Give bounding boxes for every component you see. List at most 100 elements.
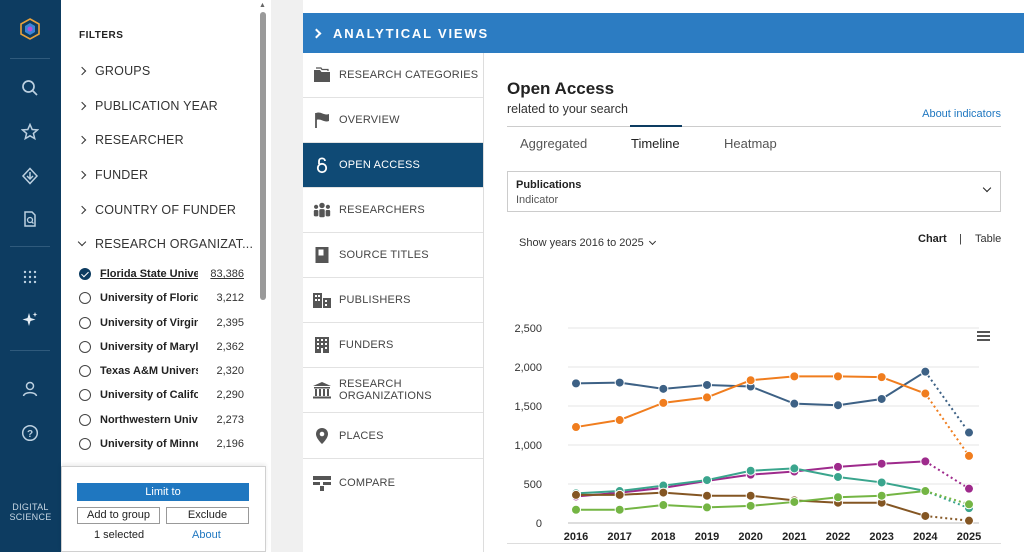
- limit-to-button[interactable]: Limit to: [77, 483, 249, 501]
- org-row[interactable]: University of Virginia 2,395: [79, 313, 244, 333]
- view-source-titles[interactable]: SOURCE TITLES: [303, 233, 483, 278]
- brand-line-2: SCIENCE: [9, 512, 52, 522]
- years-label: Show years 2016 to 2025: [519, 237, 644, 249]
- facet-label: RESEARCH ORGANIZAT...: [95, 237, 254, 251]
- logo-icon[interactable]: [15, 14, 45, 44]
- checked-radio-icon[interactable]: [79, 268, 91, 280]
- facet-research-organization[interactable]: RESEARCH ORGANIZAT...: [77, 237, 254, 251]
- org-row[interactable]: University of Florida 3,212: [79, 288, 244, 308]
- compare-icon: [312, 473, 332, 493]
- search-icon[interactable]: [15, 73, 45, 103]
- radio-icon[interactable]: [79, 341, 91, 353]
- help-icon[interactable]: ?: [15, 418, 45, 448]
- export-icon[interactable]: [15, 161, 45, 191]
- radio-icon[interactable]: [79, 414, 91, 426]
- view-research-organizations[interactable]: RESEARCH ORGANIZATIONS: [303, 368, 483, 413]
- data-point: [745, 500, 756, 511]
- user-icon[interactable]: [15, 374, 45, 404]
- view-overview[interactable]: OVERVIEW: [303, 98, 483, 143]
- series-projection-line: [924, 392, 970, 457]
- view-compare[interactable]: COMPARE: [303, 460, 483, 505]
- chevron-down-icon: [982, 183, 992, 193]
- org-row[interactable]: Texas A&M University 2,320: [79, 361, 244, 381]
- facet-funder[interactable]: FUNDER: [77, 168, 148, 182]
- x-tick-label: 2025: [957, 531, 981, 543]
- scroll-up-arrow-icon[interactable]: ▲: [259, 2, 266, 9]
- org-name: University of Minnesota: [100, 438, 198, 450]
- view-funders[interactable]: FUNDERS: [303, 323, 483, 368]
- data-point: [658, 383, 669, 394]
- view-label-line-1: RESEARCH: [339, 378, 402, 390]
- data-point: [876, 393, 887, 404]
- radio-icon[interactable]: [79, 317, 91, 329]
- data-point: [614, 489, 625, 500]
- chart-view-toggle[interactable]: Chart: [918, 233, 947, 245]
- org-row[interactable]: University of Maryland 2,362: [79, 337, 244, 357]
- view-research-categories[interactable]: RESEARCH CATEGORIES: [303, 53, 483, 98]
- brand-line-1: DIGITAL: [12, 502, 49, 512]
- grid-icon[interactable]: [15, 262, 45, 292]
- chevron-right-icon: [77, 205, 87, 215]
- data-point: [833, 461, 843, 472]
- radio-icon[interactable]: [79, 365, 91, 377]
- sparkle-icon[interactable]: [15, 305, 45, 335]
- chevron-right-icon: [311, 28, 322, 38]
- facet-country-of-funder[interactable]: COUNTRY OF FUNDER: [77, 203, 236, 217]
- tab-timeline[interactable]: Timeline: [631, 136, 680, 151]
- folder-icon: [312, 65, 332, 85]
- tabs-divider: [507, 126, 1001, 127]
- book-icon: [312, 245, 332, 265]
- view-label: RESEARCH ORGANIZATIONS: [339, 378, 432, 402]
- x-tick-label: 2016: [564, 531, 588, 543]
- org-name: University of Virginia: [100, 317, 198, 329]
- svg-text:?: ?: [27, 429, 33, 440]
- data-point: [702, 490, 712, 501]
- view-places[interactable]: PLACES: [303, 414, 483, 459]
- view-researchers[interactable]: RESEARCHERS: [303, 188, 483, 233]
- facet-publication-year[interactable]: PUBLICATION YEAR: [77, 99, 218, 113]
- analytical-views-list: RESEARCH CATEGORIES OVERVIEW OPEN ACCESS…: [303, 53, 484, 552]
- chevron-right-icon: [77, 66, 87, 76]
- facet-label: RESEARCHER: [95, 133, 184, 147]
- data-point: [614, 415, 625, 426]
- data-point: [876, 490, 887, 501]
- facet-researcher[interactable]: RESEARCHER: [77, 133, 184, 147]
- table-view-toggle[interactable]: Table: [975, 233, 1002, 245]
- data-point: [702, 475, 712, 486]
- years-dropdown[interactable]: Show years 2016 to 2025: [519, 237, 656, 249]
- radio-icon[interactable]: [79, 389, 91, 401]
- building-icon: [312, 335, 332, 355]
- view-label: RESEARCH CATEGORIES: [339, 69, 479, 81]
- view-label: OPEN ACCESS: [339, 159, 421, 171]
- data-point: [920, 366, 931, 377]
- org-name: University of Maryland: [100, 341, 198, 353]
- filters-scrollbar[interactable]: [260, 12, 266, 300]
- radio-icon[interactable]: [79, 292, 91, 304]
- data-point: [920, 388, 931, 399]
- exclude-button[interactable]: Exclude: [166, 507, 249, 524]
- org-row[interactable]: University of California 2,290: [79, 385, 244, 405]
- org-row[interactable]: Northwestern University 2,273: [79, 410, 244, 430]
- about-link[interactable]: About: [192, 529, 221, 541]
- org-name: University of Florida: [100, 292, 198, 304]
- view-open-access[interactable]: OPEN ACCESS: [303, 143, 483, 188]
- star-icon[interactable]: [15, 117, 45, 147]
- x-tick-label: 2017: [607, 531, 631, 543]
- view-publishers[interactable]: PUBLISHERS: [303, 278, 483, 323]
- indicator-select[interactable]: Publications Indicator: [507, 171, 1001, 212]
- add-to-group-button[interactable]: Add to group: [77, 507, 160, 524]
- org-row[interactable]: University of Minnesota 2,196: [79, 434, 244, 454]
- org-row[interactable]: Florida State University 83,386: [79, 264, 244, 284]
- data-point: [658, 500, 669, 511]
- tab-heatmap[interactable]: Heatmap: [724, 136, 777, 151]
- data-point: [964, 499, 974, 510]
- org-count: 83,386: [210, 268, 244, 280]
- tab-aggregated[interactable]: Aggregated: [520, 136, 588, 151]
- about-indicators-link[interactable]: About indicators: [922, 108, 1001, 120]
- analytical-views-header[interactable]: ANALYTICAL VIEWS: [303, 13, 1024, 53]
- document-search-icon[interactable]: [15, 204, 45, 234]
- facet-groups[interactable]: GROUPS: [77, 64, 150, 78]
- radio-icon[interactable]: [79, 438, 91, 450]
- data-point: [745, 490, 756, 501]
